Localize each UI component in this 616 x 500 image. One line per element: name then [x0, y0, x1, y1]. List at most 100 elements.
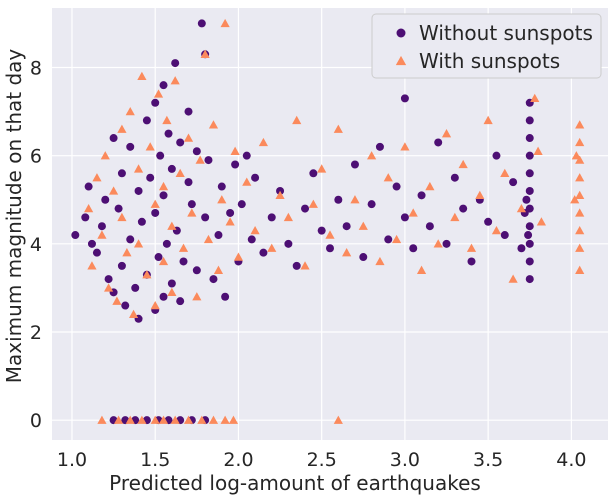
data-point	[113, 415, 124, 424]
legend-label: With sunspots	[419, 49, 560, 73]
data-point	[441, 129, 452, 138]
data-point	[416, 265, 427, 274]
data-point	[442, 239, 451, 248]
data-point	[158, 415, 169, 424]
data-points	[71, 18, 585, 425]
data-point	[575, 243, 585, 252]
data-point	[228, 415, 239, 424]
data-point	[97, 415, 107, 424]
data-point	[176, 297, 185, 306]
x-tick-label: 3.5	[473, 449, 503, 471]
data-point	[475, 190, 485, 200]
data-point	[292, 115, 302, 125]
data-point	[317, 164, 327, 173]
data-point	[575, 173, 585, 182]
x-tick-label: 1.5	[140, 449, 170, 471]
data-point	[425, 222, 434, 231]
data-point	[333, 124, 343, 133]
data-point	[176, 138, 185, 147]
data-point	[275, 190, 285, 200]
data-point	[97, 222, 106, 231]
data-point	[104, 275, 113, 284]
data-point	[153, 89, 164, 98]
data-point	[125, 106, 135, 116]
data-point	[162, 115, 172, 125]
data-point	[433, 239, 443, 248]
data-point	[142, 270, 152, 279]
data-point	[213, 265, 224, 274]
data-point	[375, 256, 385, 266]
data-point	[184, 107, 193, 116]
x-tick-label: 3.0	[390, 449, 420, 471]
x-tick-label: 4.0	[556, 449, 586, 471]
data-point	[575, 120, 585, 129]
data-point	[117, 212, 127, 222]
data-point	[187, 208, 197, 217]
data-point	[183, 133, 194, 142]
data-point	[525, 116, 534, 125]
data-point	[117, 261, 126, 270]
data-point	[117, 169, 126, 178]
data-point	[509, 178, 518, 187]
data-point	[391, 234, 402, 244]
data-point	[159, 81, 168, 90]
legend-marker	[396, 28, 406, 38]
data-point	[231, 160, 240, 169]
data-point	[131, 283, 140, 292]
data-point	[103, 283, 114, 292]
data-point	[492, 151, 501, 160]
data-point	[87, 239, 96, 248]
data-point	[516, 203, 527, 213]
x-axis-label: Predicted log-amount of earthquakes	[109, 471, 481, 495]
data-point	[300, 261, 310, 270]
x-tick-label: 2.5	[307, 449, 337, 471]
legend-marker	[395, 55, 407, 66]
data-point	[203, 234, 214, 244]
y-tick-label: 0	[30, 410, 42, 432]
data-point	[221, 292, 230, 301]
y-tick-label: 8	[30, 58, 42, 80]
data-point	[326, 244, 334, 253]
data-point	[267, 243, 277, 252]
data-point	[575, 190, 585, 200]
data-point	[142, 116, 151, 125]
data-point	[458, 159, 468, 169]
data-point	[151, 98, 160, 107]
data-point	[283, 212, 293, 222]
data-point	[164, 129, 173, 138]
data-point	[100, 151, 110, 160]
data-point	[251, 173, 260, 182]
data-point	[150, 199, 160, 208]
data-point	[179, 257, 188, 266]
data-point	[525, 204, 534, 213]
data-point	[259, 248, 268, 257]
data-point	[375, 142, 384, 151]
data-point	[434, 138, 443, 147]
data-point	[284, 239, 293, 248]
data-point	[342, 222, 351, 231]
data-point	[201, 213, 210, 222]
legend-items: Without sunspots With sunspots	[395, 21, 593, 73]
data-point	[525, 239, 534, 248]
data-point	[175, 168, 185, 177]
data-point	[92, 173, 102, 182]
data-point	[151, 208, 160, 217]
data-point	[71, 231, 80, 240]
series-circle	[71, 19, 534, 425]
data-point	[217, 182, 226, 191]
data-point	[200, 49, 210, 58]
data-point	[204, 156, 213, 165]
legend-label: Without sunspots	[419, 21, 593, 45]
data-point	[334, 195, 343, 204]
data-point	[192, 292, 202, 301]
data-point	[267, 213, 276, 222]
data-point	[226, 208, 235, 217]
data-point	[87, 261, 97, 270]
data-point	[126, 142, 135, 151]
y-tick-label: 4	[30, 234, 42, 256]
data-point	[575, 137, 585, 147]
data-point	[358, 221, 368, 230]
data-point	[533, 146, 543, 155]
data-point	[209, 275, 218, 284]
y-tick-label: 6	[30, 146, 42, 168]
